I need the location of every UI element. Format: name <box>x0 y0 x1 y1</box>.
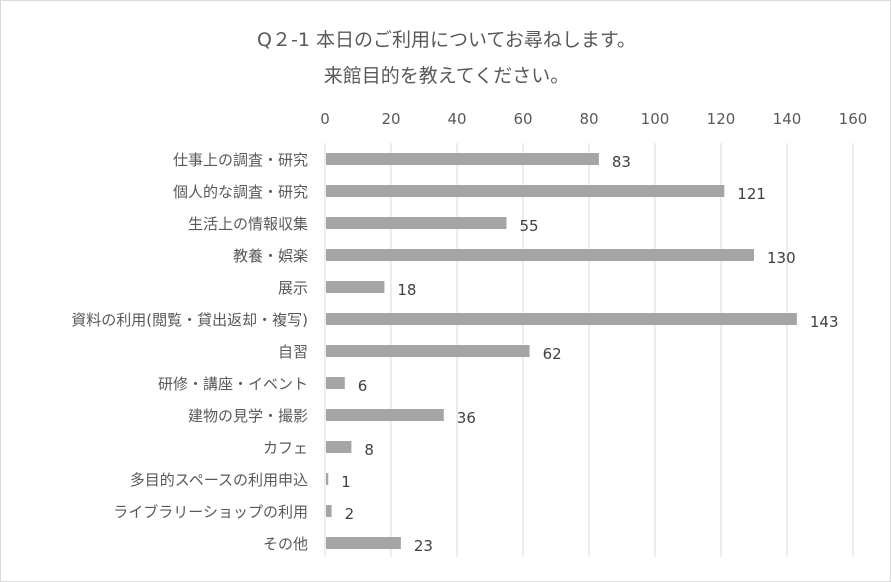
bar <box>326 473 329 485</box>
bar <box>326 537 401 549</box>
x-tick-label: 140 <box>773 110 802 128</box>
bar <box>326 313 797 325</box>
bar <box>326 217 507 229</box>
category-label: 展示 <box>278 279 308 297</box>
bar <box>326 153 599 165</box>
x-tick-label: 120 <box>707 110 736 128</box>
data-label: 2 <box>345 505 355 523</box>
data-label: 6 <box>358 377 368 395</box>
category-label: 資料の利用(閲覧・貸出返却・複写) <box>71 311 308 329</box>
category-label: 研修・講座・イベント <box>158 375 308 393</box>
x-tick-label: 20 <box>381 110 400 128</box>
bar <box>326 185 725 197</box>
bar <box>326 345 530 357</box>
category-label: 自習 <box>278 343 308 361</box>
chart-title-line-2: 来館目的を教えてください。 <box>323 65 570 87</box>
bar <box>326 505 332 517</box>
bar <box>326 377 345 389</box>
data-label: 130 <box>767 249 796 267</box>
x-tick-label: 100 <box>641 110 670 128</box>
bar <box>326 441 352 453</box>
data-label: 62 <box>543 345 562 363</box>
bar <box>326 249 754 261</box>
category-label: 多目的スペースの利用申込 <box>130 471 308 489</box>
data-label: 121 <box>737 185 766 203</box>
data-label: 83 <box>612 153 631 171</box>
data-label: 55 <box>520 217 539 235</box>
x-tick-label: 40 <box>447 110 466 128</box>
category-label: カフェ <box>263 439 308 457</box>
x-tick-label: 80 <box>579 110 598 128</box>
data-label: 1 <box>341 473 351 491</box>
category-label: 教養・娯楽 <box>233 247 308 265</box>
data-label: 143 <box>810 313 839 331</box>
x-tick-label: 160 <box>839 110 868 128</box>
category-label: その他 <box>263 535 308 553</box>
category-label: 個人的な調査・研究 <box>173 183 308 201</box>
chart-title-line-1: Q２-1 本日のご利用についてお尋ねします。 <box>257 29 636 51</box>
data-label: 8 <box>364 441 374 459</box>
category-label: 仕事上の調査・研究 <box>173 151 308 169</box>
data-label: 36 <box>457 409 476 427</box>
x-tick-label: 60 <box>513 110 532 128</box>
bar <box>326 281 385 293</box>
category-label: 建物の見学・撮影 <box>188 407 308 425</box>
data-label: 23 <box>414 537 433 555</box>
category-label: 生活上の情報収集 <box>188 215 308 233</box>
bar <box>326 409 444 421</box>
category-label: ライブラリーショップの利用 <box>113 503 308 521</box>
x-tick-label: 0 <box>320 110 330 128</box>
data-label: 18 <box>397 281 416 299</box>
